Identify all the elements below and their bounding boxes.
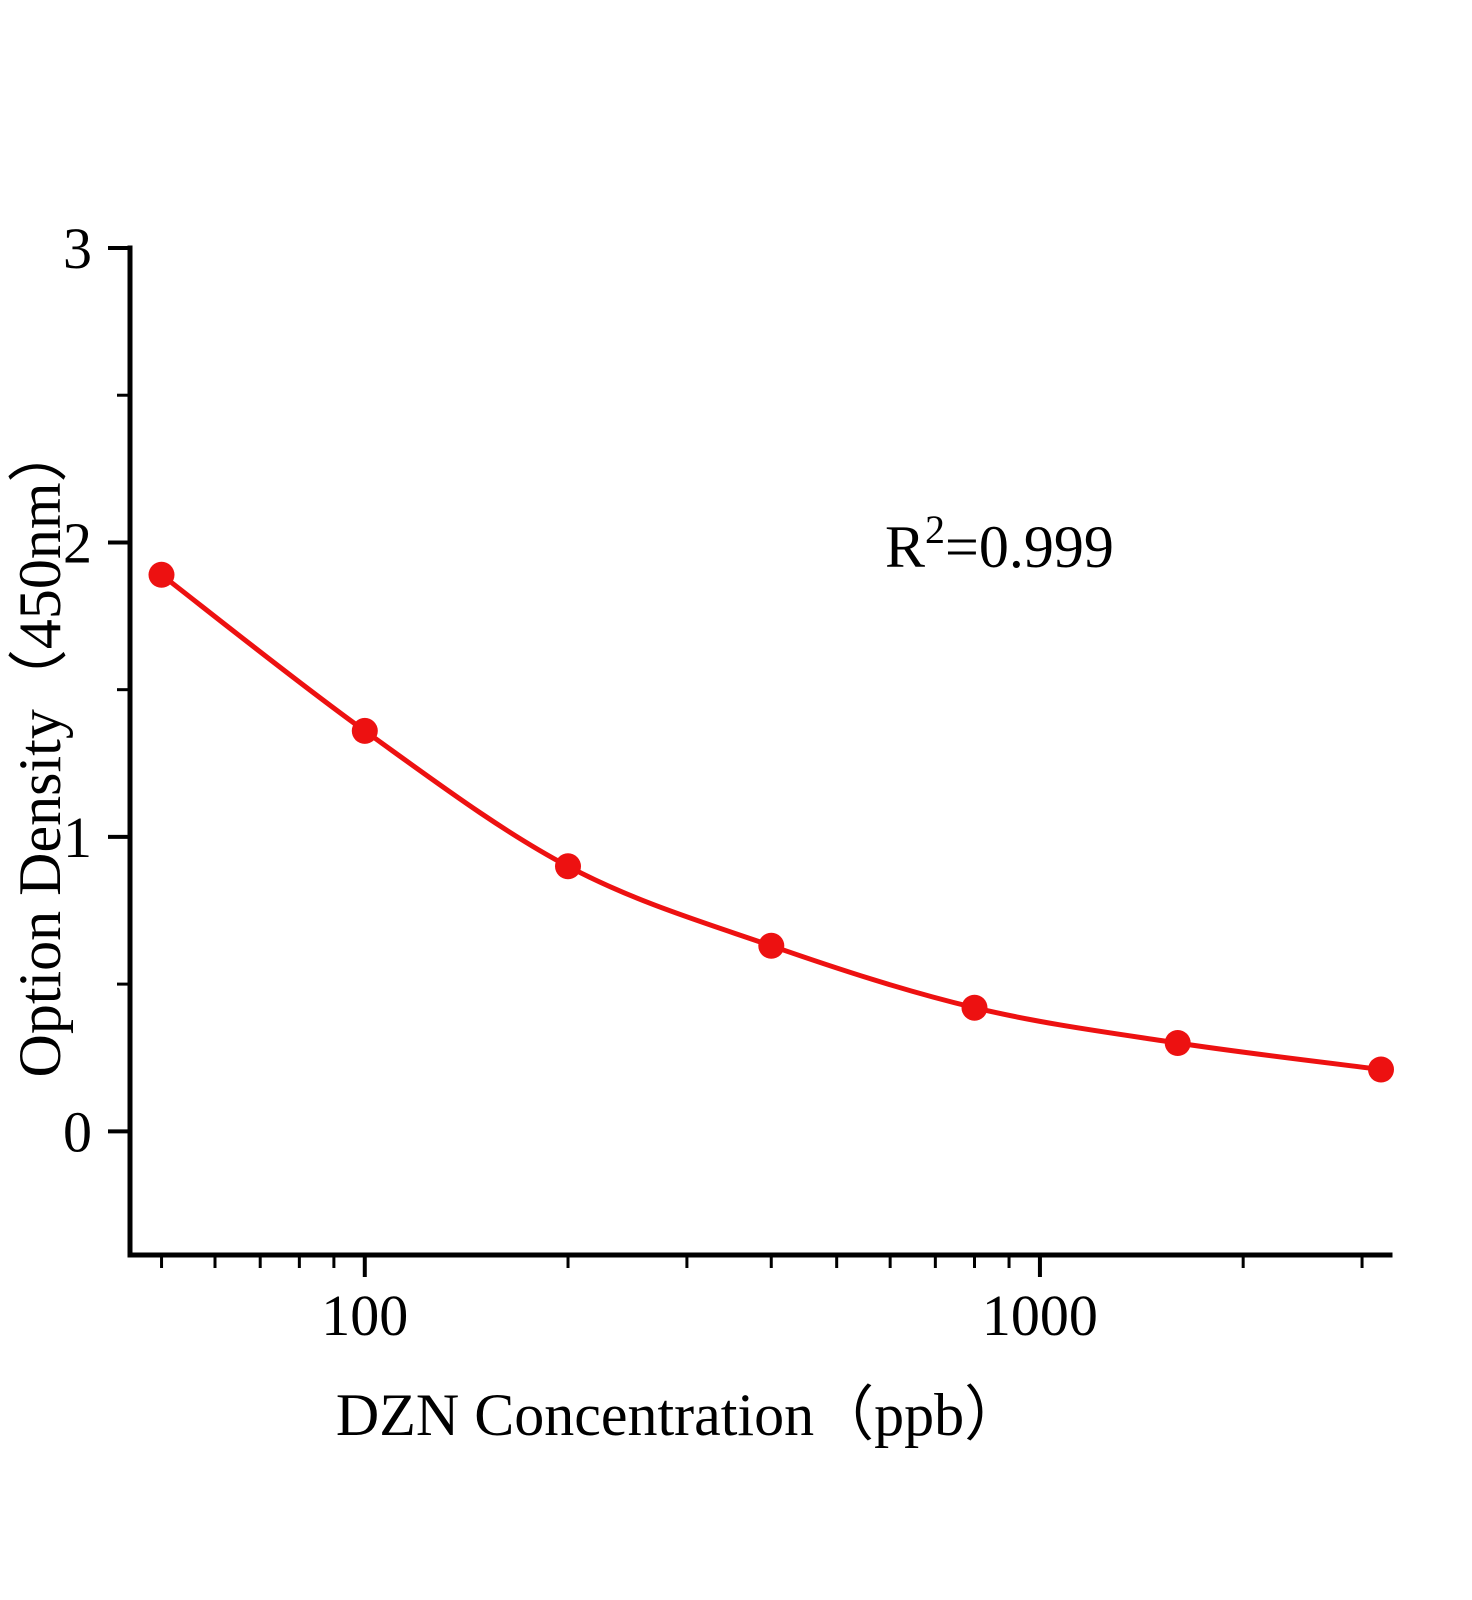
y-tick-label: 3 bbox=[63, 216, 92, 281]
data-point bbox=[1164, 1030, 1191, 1056]
data-point bbox=[148, 561, 175, 588]
x-tick-label: 100 bbox=[321, 1283, 408, 1348]
data-point bbox=[351, 717, 378, 744]
x-axis-label: DZN Concentration（ppb） bbox=[336, 1382, 1024, 1448]
data-point bbox=[1368, 1056, 1394, 1083]
curve bbox=[148, 561, 1394, 1083]
curve-line bbox=[159, 572, 1382, 1072]
data-point bbox=[961, 994, 988, 1021]
r-squared-annotation: R2=0.999 bbox=[885, 507, 1114, 580]
y-tick-label: 0 bbox=[63, 1099, 92, 1164]
data-point bbox=[758, 932, 785, 959]
y-tick-label: 2 bbox=[63, 510, 92, 575]
y-axis-label: Option Density（450nm） bbox=[7, 423, 73, 1078]
y-tick-label: 1 bbox=[63, 805, 92, 870]
x-tick-label: 1000 bbox=[982, 1283, 1098, 1348]
axes: 0 1 2 3 100 1000 DZN Concentration（ppb） Option … bbox=[7, 216, 1393, 1448]
data-point bbox=[555, 853, 581, 880]
